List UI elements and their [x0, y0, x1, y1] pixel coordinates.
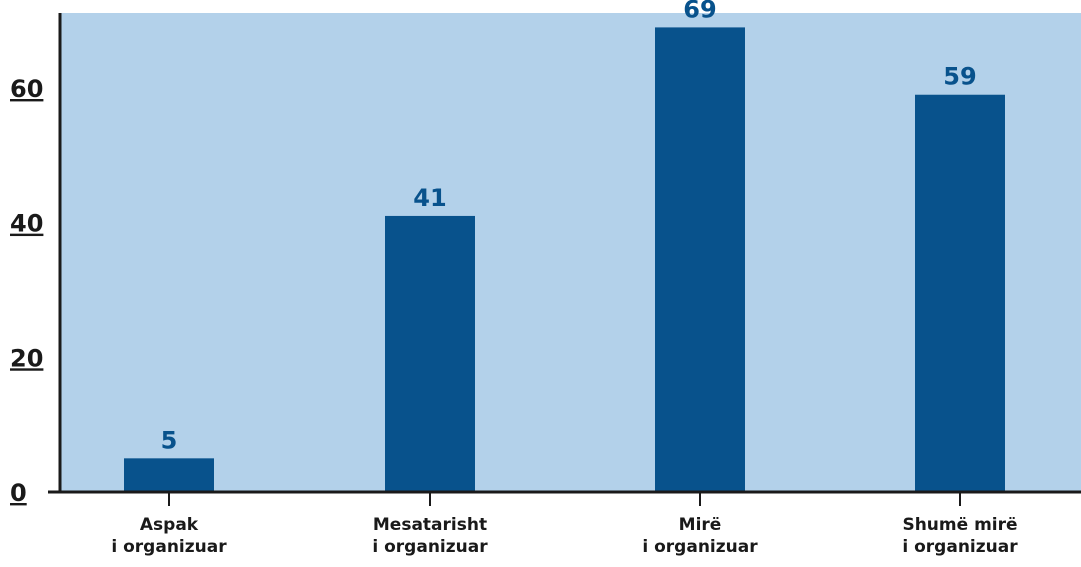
data-label-2: 41 [413, 184, 446, 212]
y-tick-label-40: 40 [10, 210, 43, 238]
x-tick-label-1-line-1: Aspak [140, 515, 199, 535]
x-tick-label-2-line-2: i organizuar [372, 537, 488, 557]
x-tick-label-4-line-1: Shumë mirë [902, 515, 1017, 535]
bar-4 [915, 94, 1005, 492]
bars-group [124, 27, 1005, 493]
bar-3 [655, 27, 745, 493]
bar-2 [385, 215, 475, 492]
data-labels-group: 5 41 69 59 [161, 0, 977, 454]
x-tick-label-2-line-1: Mesatarisht [373, 515, 487, 535]
plot-background [60, 13, 1081, 492]
x-tick-label-1-line-2: i organizuar [111, 537, 227, 557]
data-label-3: 69 [683, 0, 716, 23]
data-label-1: 5 [161, 426, 178, 454]
x-tick-label-4-line-2: i organizuar [902, 537, 1018, 557]
x-tick-label-3-line-2: i organizuar [642, 537, 758, 557]
y-tick-label-20: 20 [10, 344, 43, 372]
y-tick-label-0: 0 [10, 479, 27, 507]
y-tick-label-60: 60 [10, 75, 43, 103]
y-ticks-group: 0 20 40 60 [10, 75, 43, 507]
data-label-4: 59 [943, 63, 976, 91]
x-tick-label-3-line-1: Mirë [679, 515, 722, 535]
bar-1 [124, 458, 214, 492]
